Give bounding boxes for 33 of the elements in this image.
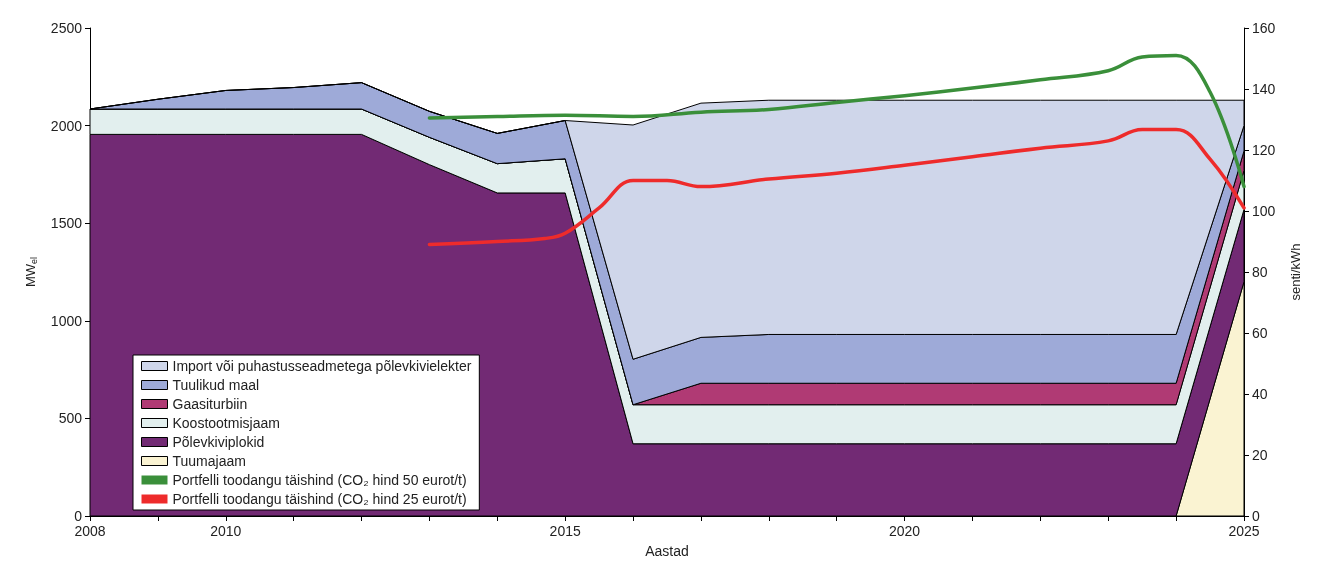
line-series — [427, 53, 1246, 189]
legend-label: Gaasiturbiin — [172, 396, 248, 412]
y-tick-label: 1000 — [50, 312, 83, 329]
y2-tick-label: 80 — [1252, 264, 1268, 280]
x-tick-label: 2020 — [889, 523, 921, 539]
legend-label: Tuumajaam — [172, 453, 246, 469]
legend-label: Portfelli toodangu täishind (CO₂ hind 50 eurot/t) — [172, 472, 467, 488]
y-tick-label: 0 — [74, 508, 83, 524]
y2-axis-title: senti/kWh — [1288, 243, 1303, 301]
y-tick-label: 2500 — [50, 20, 83, 36]
y-tick-label: 2000 — [50, 117, 83, 134]
y2-tick-label: 0 — [1252, 508, 1260, 524]
legend-label: Import või puhastusseadmetega põlevkivielekter — [172, 358, 472, 374]
y2-tick-label: 40 — [1252, 386, 1268, 402]
x-tick-label: 2010 — [210, 523, 242, 539]
y2-tick-label: 20 — [1252, 447, 1268, 463]
y-tick-label: 500 — [58, 410, 83, 427]
legend-label: Koostootmisjaam — [172, 415, 280, 431]
y2-tick-label: 120 — [1252, 142, 1276, 158]
y-axis-title: MWel — [23, 256, 39, 288]
x-axis-title: Aastad — [645, 543, 689, 559]
y2-tick-label: 140 — [1252, 81, 1276, 97]
y-tick-label: 1500 — [50, 215, 83, 232]
y2-tick-label: 100 — [1252, 203, 1276, 219]
legend-label: Portfelli toodangu täishind (CO₂ hind 25 eurot/t) — [172, 491, 467, 507]
legend-label: Tuulikud maal — [172, 377, 260, 393]
x-tick-label: 2015 — [549, 523, 581, 539]
y2-tick-label: 160 — [1252, 20, 1276, 36]
x-tick-label: 2008 — [74, 523, 106, 539]
x-tick-label: 2025 — [1228, 523, 1260, 539]
legend-label: Põlevkiviplokid — [172, 434, 265, 450]
line-series — [427, 127, 1246, 247]
y2-tick-label: 60 — [1252, 325, 1268, 341]
